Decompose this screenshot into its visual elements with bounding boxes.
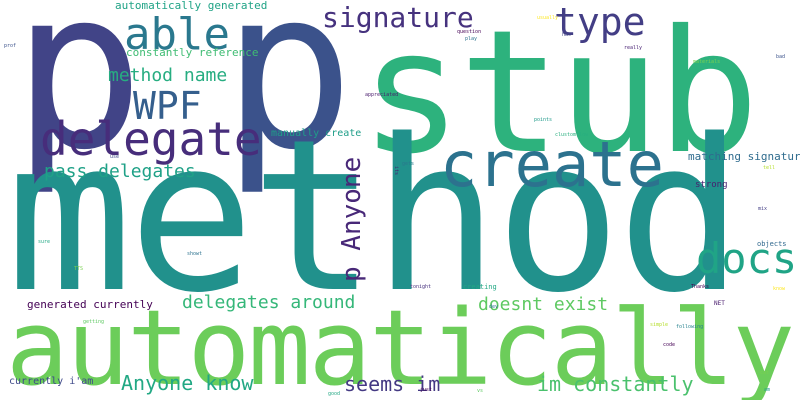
cloud-word-tts: TTS [74,267,83,272]
cloud-word-manually-create: manually create [271,129,361,139]
cloud-word-p-anyone: p Anyone [339,157,365,282]
cloud-word-create: create [440,134,664,196]
cloud-word-anyone-know: Anyone know [121,373,253,393]
cloud-word-has: has [562,33,571,38]
cloud-word-creating: creating [463,284,497,291]
cloud-word-thanks: Thanks [691,285,709,290]
cloud-word-use: use [110,155,119,160]
cloud-word-simple: simple [650,323,668,328]
cloud-word-clustomflow: clustomflow [555,133,588,138]
cloud-word-method-name: method name [108,67,227,85]
cloud-word-constantly-reference: constantly reference [126,47,258,58]
cloud-word-prof: prof [4,44,16,49]
cloud-word-appreciated: appreciated [365,93,398,98]
cloud-word-automatically-generated: automatically generated [115,0,267,11]
cloud-word-play: play [465,37,477,42]
cloud-word-its: its [393,166,398,175]
cloud-word-vs: vs [477,389,483,394]
cloud-word-bad: bad [776,55,785,60]
cloud-word-gets: gets [402,162,414,167]
cloud-word-good: good [328,392,340,397]
cloud-word-question: question [457,30,481,35]
cloud-word-sure: sure [38,240,50,245]
cloud-word-showt: showt [187,252,202,257]
cloud-word-mix: mix [758,207,767,212]
cloud-word-im-constantly: im constantly [537,374,694,394]
cloud-word-generated-currently: generated currently [27,299,153,310]
cloud-word-dev: dev [489,305,498,310]
cloud-word-tonight: tonight [410,285,431,290]
cloud-word-usually: usually [537,16,558,21]
cloud-word-points: points [534,118,552,123]
cloud-word-currently-iam: currently i'am [9,377,93,387]
cloud-word-am: am [764,388,770,393]
cloud-word-really: really [624,46,642,51]
cloud-word-wpf: WPF [133,87,202,125]
cloud-word-delegates-around: delegates around [182,294,355,312]
cloud-word-pass-delegates: pass delegates [44,163,196,181]
cloud-word-getting: getting [83,320,104,325]
cloud-word-following: following [676,325,703,330]
cloud-word-net: NET [714,301,725,307]
cloud-word-know: know [773,287,785,292]
cloud-word-just: just [420,388,432,393]
cloud-word-cat: cat [760,371,769,376]
cloud-word-code: code [663,343,675,348]
cloud-word-tell: tell [763,166,775,171]
cloud-word-objects: objects [757,241,787,248]
cloud-word-matching-signature: matching signature [688,151,800,162]
cloud-word-materials: materials [693,60,720,65]
cloud-word-signature: signature [322,4,474,32]
cloud-word-strong: strong [695,181,728,190]
